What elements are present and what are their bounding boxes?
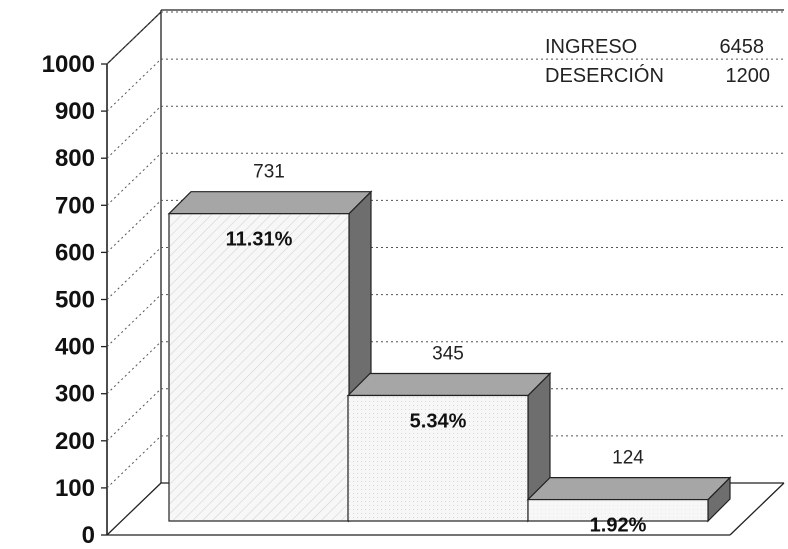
y-tick-label: 300 <box>55 381 95 408</box>
bar-3: 124 1.92% <box>526 448 732 537</box>
bar-front-texture <box>529 500 707 520</box>
annotation-desercion-label: DESERCIÓN <box>545 64 664 87</box>
floor-right-edge <box>729 482 785 536</box>
bar-percent-label: 5.34% <box>410 411 467 433</box>
bar-front-texture <box>349 396 527 520</box>
bar-value-label: 124 <box>612 448 644 469</box>
y-tick-label: 600 <box>55 239 95 266</box>
y-tick-label: 0 <box>82 522 95 549</box>
y-tick-label: 500 <box>55 287 95 314</box>
y-tick-label: 400 <box>55 334 95 361</box>
annotation-ingreso-value: 6458 <box>720 36 765 58</box>
gridline-side <box>106 435 162 489</box>
y-tick-label: 200 <box>55 428 95 455</box>
y-tick-label: 900 <box>55 98 95 125</box>
y-tick-label: 100 <box>55 475 95 502</box>
bar-top-face <box>526 476 732 501</box>
gridline-side <box>106 152 162 206</box>
bar-percent-label: 11.31% <box>226 229 293 251</box>
annotation-box: INGRESO 6458 DESERCIÓN 1200 <box>545 36 770 87</box>
y-tick-label: 1000 <box>42 51 95 78</box>
left-wall-top-edge <box>106 11 162 65</box>
y-tick-label: 800 <box>55 145 95 172</box>
bar-value-label: 731 <box>253 162 285 183</box>
bar-1: 731 11.31% <box>167 162 373 523</box>
annotation-desercion-value: 1200 <box>726 65 771 87</box>
bar-percent-label: 1.92% <box>590 515 647 537</box>
bar-value-label: 345 <box>432 344 464 365</box>
gridline-side <box>106 58 162 112</box>
floor-left-edge <box>106 482 162 536</box>
gridline-side <box>106 247 162 300</box>
annotation-ingreso-label: INGRESO <box>545 36 637 58</box>
y-axis-tick-labels: 0 100 200 300 400 500 600 700 800 900 1000 <box>42 51 95 549</box>
gridline-side <box>106 200 162 253</box>
bar-2: 345 5.34% <box>346 344 552 523</box>
bar-top-face <box>346 372 552 397</box>
gridline-side <box>106 294 162 347</box>
y-tick-label: 700 <box>55 192 95 219</box>
gridline-side <box>106 341 162 395</box>
bar-front-texture <box>170 214 348 520</box>
gridline-side <box>106 105 162 159</box>
bar-top-face <box>167 191 373 215</box>
bar-series: 731 11.31% 345 5.34% 124 1.92% <box>167 162 732 537</box>
gridline-side <box>106 388 162 442</box>
